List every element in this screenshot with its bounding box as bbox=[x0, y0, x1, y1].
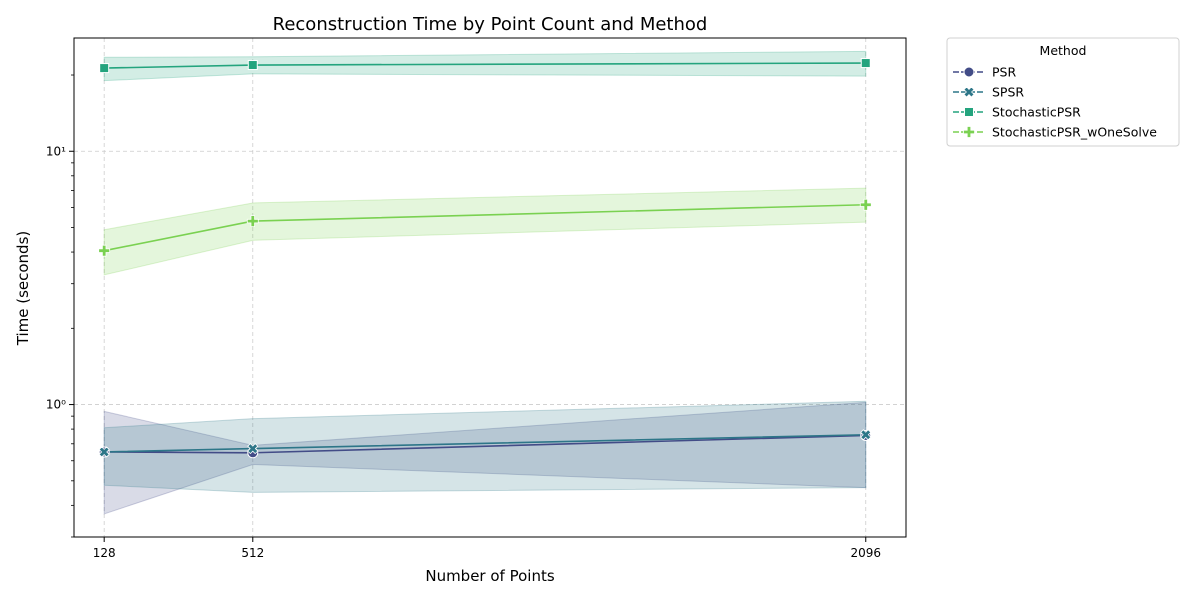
series-markers bbox=[98, 58, 872, 459]
legend-label: SPSR bbox=[992, 85, 1024, 100]
marker-StochasticPSR bbox=[99, 63, 110, 74]
confidence-bands bbox=[103, 50, 867, 515]
chart-title: Reconstruction Time by Point Count and M… bbox=[273, 14, 708, 35]
plot-area-frame bbox=[73, 37, 907, 538]
y-tick-label: 10⁰ bbox=[46, 398, 66, 412]
legend-marker-SPSR bbox=[963, 86, 975, 98]
legend-label: PSR bbox=[992, 65, 1016, 80]
y-tick-label: 10¹ bbox=[46, 144, 66, 158]
y-axis-ticks: 10⁰ 10¹ bbox=[46, 74, 74, 538]
legend-title: Method bbox=[1040, 43, 1087, 58]
legend-marker-StochasticPSR_wOneSolve bbox=[963, 126, 975, 138]
marker-StochasticPSR_wOneSolve bbox=[246, 215, 259, 228]
legend-items: PSR SPSR StochasticPSR StochasticPSR_wOneSo… bbox=[953, 65, 1157, 140]
series-lines bbox=[104, 62, 866, 454]
marker-SPSR bbox=[247, 443, 259, 455]
band-StochasticPSR_wOneSolve bbox=[103, 187, 867, 276]
legend-label: StochasticPSR bbox=[992, 105, 1081, 120]
legend: Method PSR SPSR StochasticPSR StochasticPSR… bbox=[946, 37, 1180, 147]
x-axis-label: Number of Points bbox=[425, 567, 554, 585]
marker-StochasticPSR bbox=[247, 60, 258, 71]
legend-marker-StochasticPSR bbox=[964, 107, 974, 117]
band-PSR bbox=[103, 401, 867, 515]
marker-SPSR bbox=[98, 446, 110, 458]
x-tick-label: 512 bbox=[241, 546, 264, 560]
legend-box bbox=[946, 37, 1180, 147]
marker-StochasticPSR_wOneSolve bbox=[98, 244, 111, 257]
legend-marker-PSR bbox=[963, 66, 975, 78]
x-axis-ticks: 128 512 2096 bbox=[93, 537, 881, 560]
marker-StochasticPSR bbox=[860, 58, 871, 69]
band-StochasticPSR bbox=[103, 50, 867, 82]
legend-label: StochasticPSR_wOneSolve bbox=[992, 125, 1157, 140]
x-tick-label: 2096 bbox=[850, 546, 881, 560]
marker-SPSR bbox=[860, 429, 872, 441]
marker-StochasticPSR_wOneSolve bbox=[859, 198, 872, 211]
y-axis-label: Time (seconds) bbox=[14, 231, 32, 347]
x-tick-label: 128 bbox=[93, 546, 116, 560]
